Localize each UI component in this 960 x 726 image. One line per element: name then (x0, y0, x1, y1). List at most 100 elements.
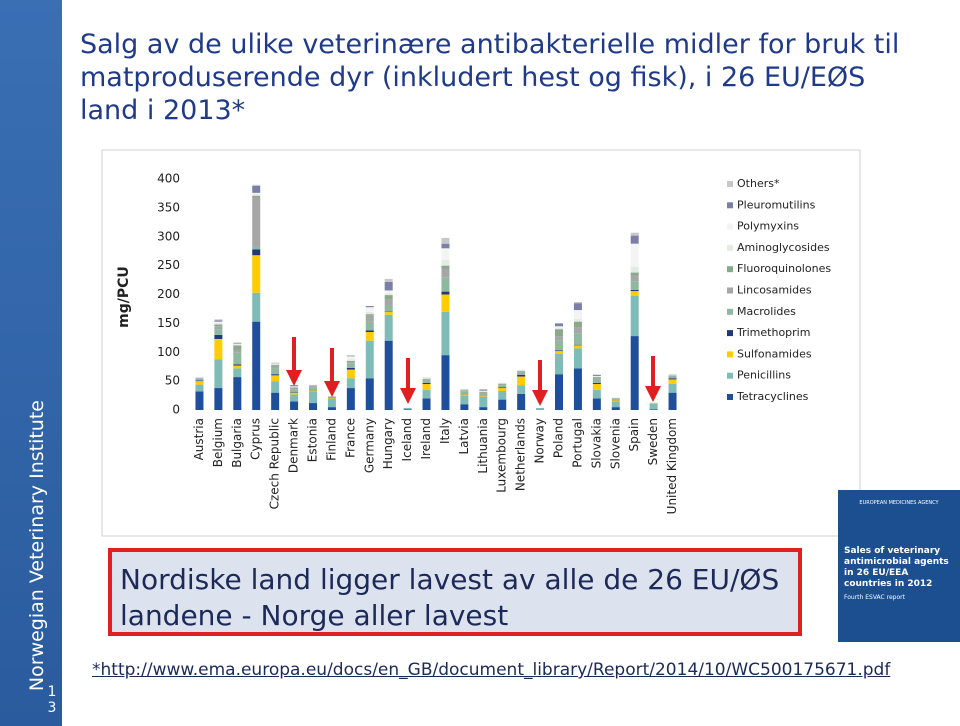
bar-segment (346, 362, 355, 364)
x-tick-label: Italy (438, 418, 452, 444)
bar-segment (271, 363, 280, 365)
x-tick-label: Lithuania (476, 418, 490, 474)
bar-segment (309, 391, 317, 404)
bar-segment (214, 320, 223, 322)
bar-segment (611, 401, 620, 408)
legend-swatch (727, 308, 733, 315)
y-tick-label: 50 (165, 374, 180, 388)
bar-segment (479, 391, 488, 392)
bar-segment (592, 398, 601, 410)
bar-segment (346, 378, 355, 389)
legend-swatch (727, 202, 733, 209)
footnote[interactable]: *http://www.ema.europa.eu/docs/en_GB/doc… (92, 660, 891, 680)
bar-segment (630, 336, 639, 410)
bar-segment (422, 377, 431, 379)
legend-label: Polymyxins (737, 220, 799, 233)
bar-segment (517, 370, 526, 372)
x-tick-label: Portugal (570, 418, 584, 468)
legend-swatch (727, 266, 733, 273)
legend-swatch (727, 351, 733, 358)
cover-subtitle: Fourth ESVAC report (844, 594, 905, 601)
bar-segment (214, 338, 223, 360)
bar-segment (536, 407, 545, 410)
bar-segment (271, 374, 280, 376)
bar-segment (346, 369, 355, 379)
bar-segment (630, 266, 639, 273)
bar-segment (573, 333, 582, 345)
bar-segment (346, 355, 355, 357)
x-tick-label: Latvia (457, 418, 471, 455)
bar-segment (611, 398, 620, 399)
bar-segment (649, 409, 658, 410)
x-tick-label: Belgium (211, 418, 225, 467)
slide-title: Salg av de ulike veterinære antibakterie… (80, 29, 900, 126)
bar-segment (233, 368, 242, 378)
bar-segment (630, 295, 639, 337)
bar-segment (592, 382, 601, 385)
bar-segment (498, 390, 507, 400)
legend-label: Penicillins (737, 369, 791, 382)
sidebar: Norwegian Veterinary Institute 13 (0, 0, 62, 726)
bar-segment (668, 375, 677, 376)
bar-segment (271, 381, 280, 393)
bar-segment (668, 379, 677, 385)
bar-segment (214, 334, 223, 339)
legend-label: Lincosamides (737, 284, 812, 297)
legend-swatch (727, 394, 733, 400)
bar-segment (252, 321, 261, 410)
legend-label: Macrolides (737, 305, 796, 318)
bar-segment (668, 378, 677, 380)
x-tick-label: Slovakia (589, 418, 603, 468)
bar-segment (441, 268, 450, 278)
bar-segment (214, 324, 223, 327)
bar-segment (309, 384, 317, 385)
bar-segment (592, 389, 601, 399)
bar-segment (384, 295, 393, 300)
bar-segment (233, 352, 242, 365)
y-axis-label: mg/PCU (116, 266, 132, 328)
bar-segment (517, 370, 526, 371)
bar-segment (252, 192, 261, 195)
x-tick-label: Luxembourg (495, 418, 509, 493)
bar-segment (517, 369, 526, 371)
legend-label: Others* (737, 177, 780, 190)
bar-segment (271, 364, 280, 367)
legend-label: Sulfonamides (737, 347, 812, 360)
arrows (286, 337, 661, 406)
x-tick-label: Bulgaria (230, 418, 244, 468)
bar-segment (346, 355, 355, 356)
bar-segment (555, 353, 563, 375)
bar-segment (555, 374, 563, 410)
bar-segment (252, 255, 261, 293)
bar-segment (517, 374, 526, 377)
arrow-head (286, 370, 302, 386)
bar-segment (233, 343, 242, 345)
bar-segment (479, 396, 488, 408)
bar-segment (592, 384, 601, 390)
bar-segment (233, 364, 242, 366)
bar-segment (233, 342, 242, 344)
bar-segment (365, 311, 374, 315)
arrow-head (400, 388, 416, 404)
bar-segment (592, 376, 601, 378)
x-tick-label: Slovenia (608, 418, 622, 469)
bar-segment (327, 397, 336, 399)
bar-segment (517, 393, 526, 410)
bar-segment (252, 197, 261, 247)
bar-segment (592, 375, 601, 377)
bar-segment (214, 329, 223, 335)
legend-label: Trimethoprim (736, 326, 810, 339)
bar-segment (498, 383, 507, 385)
bar-segment (498, 382, 507, 384)
bar-segment (346, 360, 355, 363)
bar-segment (460, 395, 469, 405)
bar-segment (271, 364, 280, 365)
bar-segment (611, 400, 620, 402)
bar-segment (403, 409, 412, 410)
bar-segment (573, 348, 582, 369)
bar-segment (555, 329, 563, 337)
legend-label: Pleuromutilins (737, 198, 816, 211)
bar-segment (365, 314, 374, 316)
